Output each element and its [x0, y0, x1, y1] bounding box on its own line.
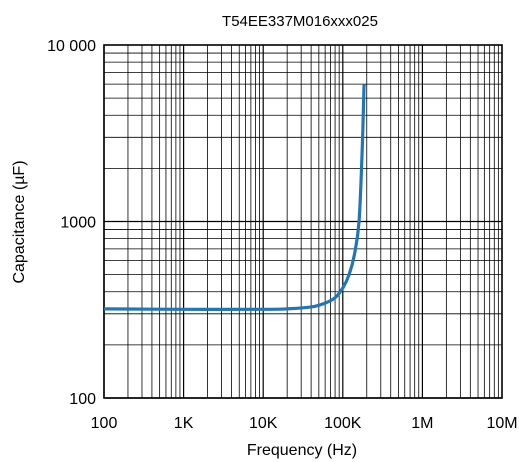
- y-tick-label: 10 000: [47, 38, 96, 55]
- x-tick-label: 100: [91, 415, 118, 432]
- x-axis-label: Frequency (Hz): [247, 442, 357, 459]
- y-tick-label: 1000: [60, 215, 96, 232]
- x-tick-labels: 100 1K 10K 100K 1M 10M: [91, 415, 518, 432]
- y-tick-label: 100: [69, 391, 96, 408]
- x-tick-label: 10K: [249, 415, 278, 432]
- x-tick-label: 1K: [174, 415, 194, 432]
- y-tick-labels: 100 1000 10 000: [47, 38, 96, 408]
- y-axis-label: Capacitance (µF): [11, 160, 28, 283]
- x-tick-label: 10M: [486, 415, 517, 432]
- chart-title: T54EE337M016xxx025: [222, 13, 378, 30]
- x-tick-label: 1M: [411, 415, 433, 432]
- x-tick-label: 100K: [324, 415, 362, 432]
- chart-grid: [104, 45, 502, 398]
